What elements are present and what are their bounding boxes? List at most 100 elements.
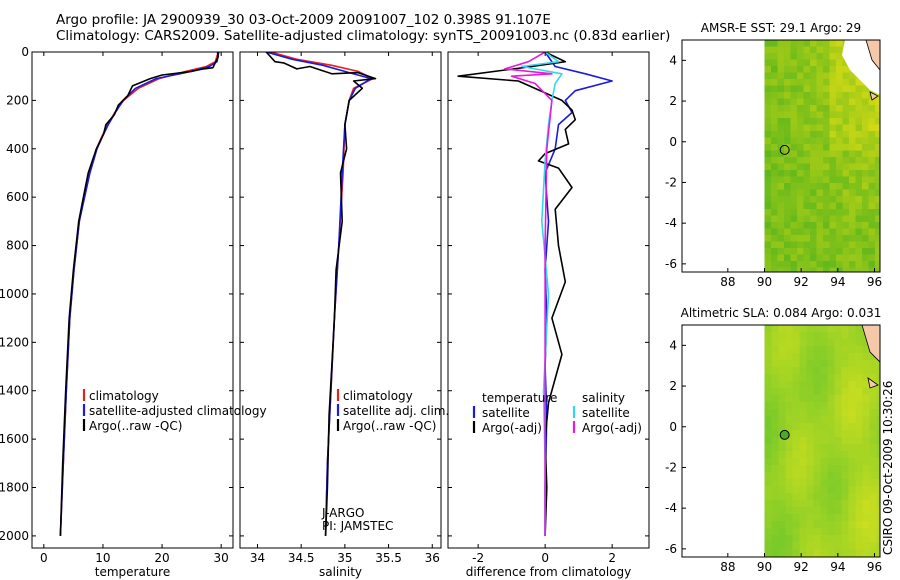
y-tick-label: -4 [665,216,677,230]
heatmap-cell [784,46,791,54]
heatmap-cell [834,549,842,557]
heatmap-cell [875,150,880,158]
heatmap-cell [855,458,863,466]
heatmap-cell [771,549,779,557]
heatmap-cell [834,465,842,473]
heatmap-cell [816,163,824,171]
heatmap-cell [799,332,807,340]
heatmap-cell [785,458,793,466]
x-tick-label: 90 [757,275,772,289]
heatmap-cell [810,209,817,216]
heatmap-cell [797,196,804,203]
heatmap-cell [829,124,837,132]
heatmap-cell [842,144,850,151]
heatmap-cell [823,72,830,80]
heatmap-cell [842,124,850,132]
heatmap-cell [816,267,824,272]
heatmap-cell [784,248,791,255]
heatmap-cell [855,360,863,368]
heatmap-cell [862,458,870,466]
heatmap-cell [829,202,837,210]
heatmap-cell [827,549,835,557]
heatmap-cell [855,163,863,171]
heatmap-cell [829,137,837,145]
heatmap-cell [827,542,835,550]
heatmap-cell [771,215,778,223]
heatmap-cell [823,176,830,184]
heatmap-cell [816,46,824,54]
heatmap-cell [834,500,842,508]
heatmap-cell [797,222,804,229]
heatmap-cell [869,395,877,403]
heatmap-cell [869,353,877,361]
heatmap-cell [799,388,807,396]
heatmap-cell [803,131,811,138]
x-axis-label: difference from climatology [466,565,632,579]
heatmap-cell [836,157,843,164]
heatmap-cell [842,105,850,112]
heatmap-cell [816,261,824,268]
heatmap-cell [827,514,835,522]
heatmap-cell [813,423,821,431]
heatmap-cell [834,416,842,424]
heatmap-cell [869,374,877,382]
heatmap-cell [862,254,869,262]
heatmap-cell [816,254,824,262]
heatmap-cell [792,388,800,396]
heatmap-cell [868,163,876,171]
heatmap-cell [820,353,828,361]
heatmap-cell [813,430,821,438]
heatmap-cell [829,209,837,216]
heatmap-cell [799,430,807,438]
heatmap-cell [836,261,843,268]
heatmap-cell [790,66,798,73]
heatmap-cell [803,235,811,242]
heatmap-cell [868,209,876,216]
heatmap-cell [876,395,880,403]
heatmap-cell [849,72,856,80]
heatmap-cell [777,248,785,255]
series-group [457,52,613,536]
heatmap-cell [842,131,850,138]
heatmap-cell [797,46,804,54]
heatmap-cell [771,374,779,382]
heatmap-cell [875,209,880,216]
legend-label: Argo(-adj) [582,421,642,435]
heatmap-cell [823,202,830,210]
heatmap-cell [834,507,842,515]
series-line-3 [504,52,553,536]
heatmap-cell [829,85,837,93]
heatmap-cell [792,402,800,410]
heatmap-cell [785,514,793,522]
heatmap-cell [771,189,778,197]
heatmap-cell [827,458,835,466]
heatmap-cell [784,85,791,93]
heatmap-cell [792,528,800,536]
heatmap-cell [764,46,772,54]
heatmap-cell [771,472,779,480]
heatmap-cell [799,528,807,536]
heatmap-cell [869,472,877,480]
heatmap-cell [797,157,804,164]
heatmap-cell [784,202,791,210]
heatmap-cell [790,105,798,112]
heatmap-cell [834,437,842,445]
heatmap-cell [771,542,779,550]
heatmap-cell [810,254,817,262]
heatmap-cell [836,254,843,262]
heatmap-cell [855,507,863,515]
heatmap-cell [829,157,837,164]
heatmap-cell [764,325,772,333]
heatmap-cell [823,261,830,268]
heatmap-cell [823,59,830,67]
heatmap-cell [869,500,877,508]
heatmap-cell [862,346,870,354]
heatmap-cell [792,549,800,557]
heatmap-cell [842,228,850,236]
heatmap-cell [771,267,778,272]
heatmap-cell [778,451,786,459]
heatmap-cell [876,535,880,543]
heatmap-cell [876,507,880,515]
heatmap-cell [820,500,828,508]
heatmap-cell [799,339,807,347]
